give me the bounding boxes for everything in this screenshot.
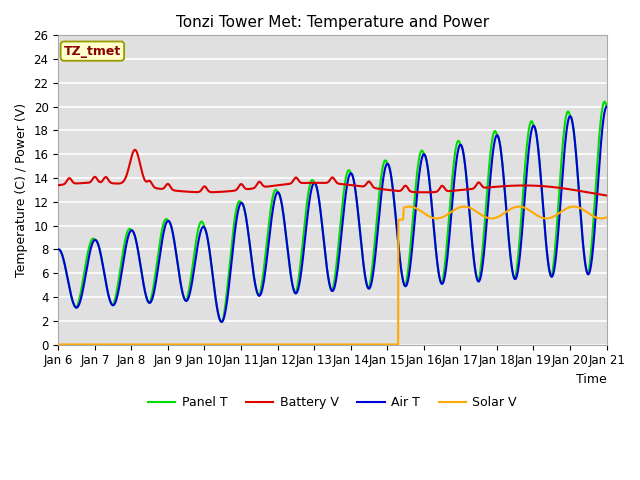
- Air T: [54, 247, 62, 252]
- Air T: [603, 104, 611, 109]
- Line: Air T: Air T: [58, 107, 607, 322]
- Y-axis label: Temperature (C) / Power (V): Temperature (C) / Power (V): [15, 103, 28, 277]
- Panel T: [592, 180, 600, 185]
- Battery V: [131, 147, 139, 153]
- Solar V: [54, 342, 62, 348]
- Solar V: [117, 342, 125, 348]
- Air T: [289, 282, 296, 288]
- Panel T: [533, 135, 541, 141]
- Line: Battery V: Battery V: [58, 150, 607, 195]
- Battery V: [603, 192, 611, 198]
- Panel T: [289, 282, 296, 288]
- Panel T: [150, 284, 157, 290]
- Battery V: [54, 182, 62, 188]
- Battery V: [117, 180, 125, 186]
- Solar V: [289, 342, 296, 348]
- Air T: [150, 292, 157, 298]
- Title: Tonzi Tower Met: Temperature and Power: Tonzi Tower Met: Temperature and Power: [176, 15, 489, 30]
- Panel T: [603, 104, 611, 109]
- Air T: [592, 209, 600, 215]
- Panel T: [218, 319, 225, 325]
- Solar V: [592, 215, 600, 220]
- Panel T: [54, 247, 62, 252]
- Solar V: [603, 215, 611, 220]
- Battery V: [150, 183, 157, 189]
- Solar V: [533, 213, 541, 218]
- Air T: [533, 135, 541, 141]
- Legend: Panel T, Battery V, Air T, Solar V: Panel T, Battery V, Air T, Solar V: [143, 391, 522, 414]
- Air T: [265, 240, 273, 246]
- Battery V: [592, 191, 600, 197]
- Panel T: [117, 263, 125, 269]
- X-axis label: Time: Time: [576, 373, 607, 386]
- Line: Solar V: Solar V: [58, 206, 607, 345]
- Air T: [117, 275, 125, 281]
- Solar V: [265, 342, 273, 348]
- Battery V: [265, 183, 273, 189]
- Panel T: [601, 99, 609, 105]
- Line: Panel T: Panel T: [58, 102, 607, 322]
- Solar V: [406, 204, 413, 209]
- Battery V: [533, 183, 541, 189]
- Air T: [218, 319, 225, 325]
- Panel T: [265, 222, 273, 228]
- Solar V: [150, 342, 157, 348]
- Text: TZ_tmet: TZ_tmet: [64, 45, 121, 58]
- Battery V: [289, 179, 296, 185]
